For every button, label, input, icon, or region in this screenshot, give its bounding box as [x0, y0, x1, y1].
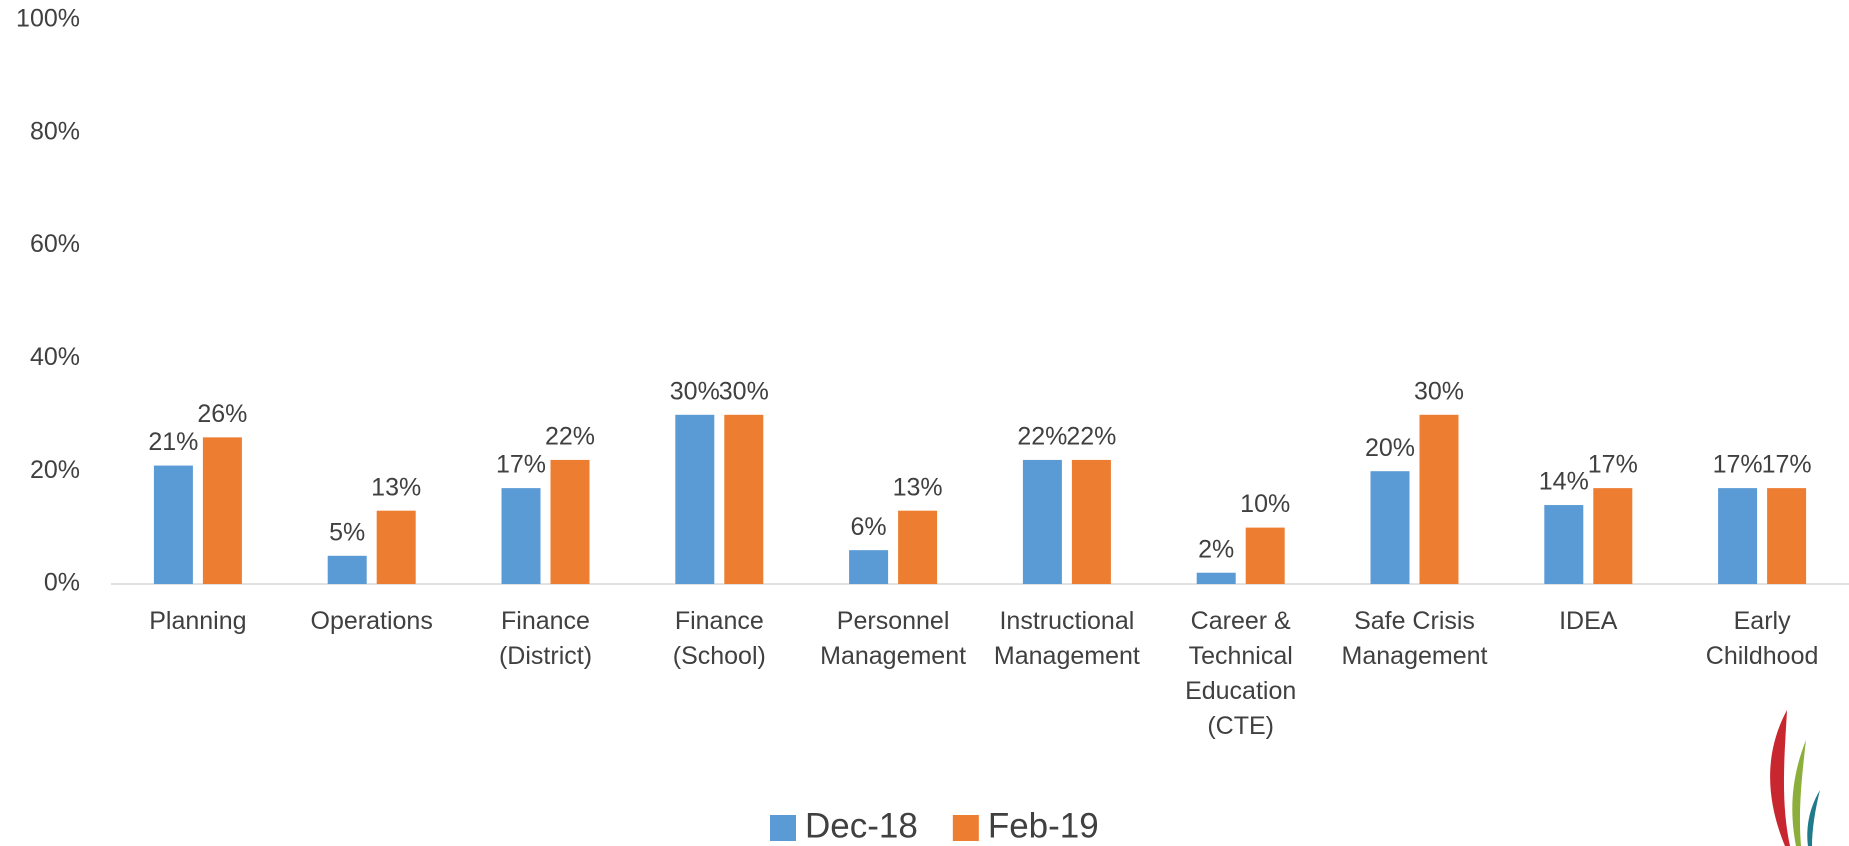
- y-tick-label: 0%: [44, 569, 80, 597]
- data-label: 26%: [197, 400, 247, 428]
- x-tick-label: Finance (School): [672, 607, 766, 670]
- x-tick-label: IDEA: [1559, 607, 1618, 635]
- bar: [1071, 459, 1111, 584]
- data-label: 30%: [1414, 377, 1464, 405]
- legend-swatch: [952, 815, 979, 841]
- data-label: 17%: [496, 451, 546, 479]
- bar: [1370, 471, 1410, 584]
- bar: [898, 510, 938, 584]
- legend-swatch: [770, 815, 796, 841]
- x-tick-label: Early Childhood: [1705, 607, 1819, 670]
- data-label: 22%: [1066, 423, 1116, 451]
- data-label: 30%: [719, 377, 769, 405]
- bar: [1196, 572, 1236, 584]
- data-label: 20%: [1365, 434, 1415, 462]
- data-label: 22%: [545, 423, 595, 451]
- y-tick-label: 60%: [30, 230, 80, 258]
- data-label: 17%: [1762, 451, 1812, 479]
- bar: [376, 510, 416, 584]
- x-tick-label: Personnel Management: [820, 607, 967, 670]
- bar: [1022, 459, 1062, 584]
- data-label: 13%: [893, 473, 943, 501]
- x-tick-label: Planning: [149, 607, 247, 635]
- legend-label: Feb-19: [988, 806, 1099, 845]
- bar: [1245, 527, 1285, 584]
- data-label: 30%: [670, 377, 720, 405]
- bar: [1718, 488, 1758, 584]
- x-tick-label: Career & Technical Education (CTE): [1185, 607, 1297, 740]
- bar: [724, 414, 764, 584]
- bar: [550, 459, 590, 584]
- data-label: 5%: [329, 518, 365, 546]
- y-tick-label: 100%: [16, 5, 80, 33]
- bar: [1419, 414, 1459, 584]
- y-tick-label: 80%: [30, 117, 80, 145]
- x-tick-label: Safe Crisis Management: [1341, 607, 1488, 670]
- bar: [202, 437, 242, 584]
- data-label: 17%: [1588, 451, 1638, 479]
- data-label: 21%: [148, 428, 198, 456]
- x-tick-label: Instructional Management: [993, 607, 1140, 670]
- x-tick-label: Operations: [310, 607, 433, 635]
- bar: [1544, 505, 1584, 584]
- data-label: 14%: [1539, 468, 1589, 496]
- y-tick-label: 20%: [30, 456, 80, 484]
- logo: [1770, 710, 1820, 846]
- bar: [1593, 488, 1633, 584]
- data-label: 2%: [1198, 535, 1234, 563]
- bar: [501, 488, 541, 584]
- bar: [327, 555, 367, 584]
- bar: [675, 414, 715, 584]
- data-label: 6%: [851, 513, 887, 541]
- bar: [1767, 488, 1807, 584]
- bar: [153, 465, 193, 584]
- legend-label: Dec-18: [805, 806, 918, 845]
- data-label: 17%: [1713, 451, 1763, 479]
- y-tick-label: 40%: [30, 343, 80, 371]
- bar: [849, 550, 889, 584]
- data-label: 10%: [1240, 490, 1290, 518]
- data-label: 22%: [1017, 423, 1067, 451]
- data-label: 13%: [371, 473, 421, 501]
- x-tick-label: Finance (District): [498, 607, 593, 670]
